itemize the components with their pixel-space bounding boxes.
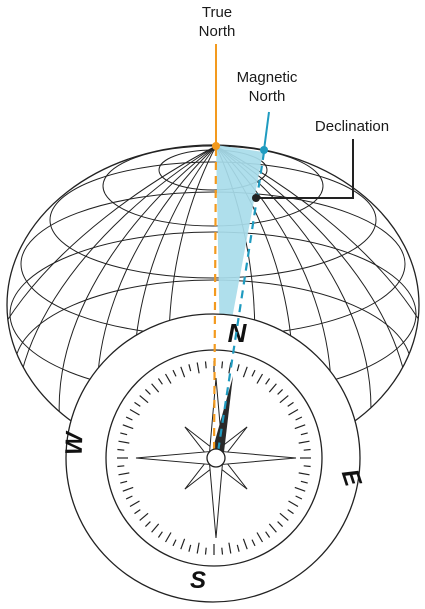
compass-tick <box>287 401 294 407</box>
magnetic-north-line <box>263 111 270 151</box>
compass-tick <box>164 373 172 384</box>
compass-tick <box>180 366 186 378</box>
true-north-label: True North <box>172 3 262 41</box>
compass-tick <box>295 495 303 500</box>
compass-tick <box>122 486 134 492</box>
magnetic-north-dashed-line <box>216 151 266 453</box>
compass-tick <box>139 512 149 521</box>
compass-tick <box>151 523 160 533</box>
compass-tick <box>300 432 308 436</box>
compass-tick <box>300 480 308 484</box>
compass-tick <box>122 424 134 430</box>
declination-label: Declination <box>294 117 410 136</box>
compass-tick <box>117 465 125 468</box>
true-north-dot <box>212 142 220 150</box>
compass-tick <box>236 364 240 372</box>
compass-tick <box>151 383 160 393</box>
compass-tick <box>125 416 133 421</box>
compass-tick <box>228 542 232 554</box>
longitude-line <box>215 145 419 465</box>
latitude-line <box>49 161 377 279</box>
compass-tick <box>277 521 284 528</box>
compass-tick <box>265 378 271 385</box>
compass-tick <box>294 486 306 492</box>
compass-tick <box>265 531 271 538</box>
compass-tick <box>188 364 192 372</box>
compass-tick <box>120 480 128 484</box>
magnetic-north-dot <box>260 146 268 154</box>
compass-tick <box>251 369 256 377</box>
compass-tick <box>157 378 163 385</box>
compass-tick <box>204 547 207 555</box>
compass-pivot <box>206 448 226 468</box>
compass-tick <box>294 424 306 430</box>
compass-tick <box>295 416 303 421</box>
compass-tick <box>256 532 264 543</box>
compass-tick <box>251 539 256 547</box>
compass-tick <box>221 361 224 369</box>
longitude-line <box>7 145 217 465</box>
compass-tick <box>287 509 294 515</box>
compass-tick <box>188 544 192 552</box>
compass-tick <box>298 440 310 444</box>
compass-tick <box>268 523 277 533</box>
compass-tick <box>303 465 311 468</box>
compass-tick <box>117 448 125 451</box>
magnetic-north-label-line-2: North <box>248 88 286 105</box>
compass-tick-marks <box>117 361 311 555</box>
true-north-dashed-line <box>212 147 218 457</box>
compass-tick <box>279 395 289 404</box>
compass-tick <box>277 388 284 395</box>
compass-tick <box>242 366 248 378</box>
compass-tick <box>303 448 311 451</box>
compass-tick <box>164 532 172 543</box>
true-north-label-line-2: North <box>198 23 236 40</box>
compass-tick <box>172 539 177 547</box>
compass-tick <box>298 472 310 476</box>
compass-tick <box>268 383 277 393</box>
compass-tick <box>180 538 186 550</box>
compass-tick <box>144 521 151 528</box>
compass-needle <box>213 376 233 452</box>
compass-tick <box>256 373 264 384</box>
compass-west-letter: W <box>61 430 89 456</box>
compass-tick <box>118 472 130 476</box>
magnetic-north-label: Magnetic North <box>214 68 320 106</box>
declination-leader-line <box>256 139 354 199</box>
compass-tick <box>288 500 299 508</box>
declination-leader-dot <box>252 194 260 202</box>
compass-tick <box>236 544 240 552</box>
compass-tick <box>157 531 163 538</box>
compass-tick <box>125 495 133 500</box>
compass-tick <box>144 388 151 395</box>
compass-tick <box>172 369 177 377</box>
compass-tick <box>129 500 140 508</box>
compass-tick <box>288 408 299 416</box>
compass-tick <box>221 547 224 555</box>
compass-tick <box>279 512 289 521</box>
magnetic-north-label-line-1: Magnetic <box>236 69 298 86</box>
compass-tick <box>120 432 128 436</box>
compass-tick <box>204 361 207 369</box>
compass-tick <box>242 538 248 550</box>
compass-tick <box>134 509 141 515</box>
compass-south-letter: S <box>190 567 206 594</box>
compass-tick <box>134 401 141 407</box>
compass-tick <box>118 440 130 444</box>
compass-tick <box>139 395 149 404</box>
compass-tick <box>196 362 200 374</box>
compass-tick <box>129 408 140 416</box>
compass-tick <box>196 542 200 554</box>
compass-north-letter: N <box>228 318 248 348</box>
declination-label-text: Declination <box>314 118 390 135</box>
true-north-label-line-1: True <box>201 4 233 21</box>
